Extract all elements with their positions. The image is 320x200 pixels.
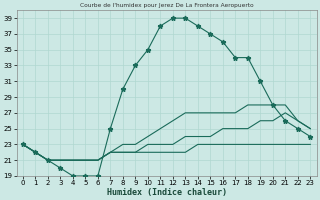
Title: Courbe de l'humidex pour Jerez De La Frontera Aeropuerto: Courbe de l'humidex pour Jerez De La Fro… xyxy=(80,3,253,8)
X-axis label: Humidex (Indice chaleur): Humidex (Indice chaleur) xyxy=(107,188,227,197)
